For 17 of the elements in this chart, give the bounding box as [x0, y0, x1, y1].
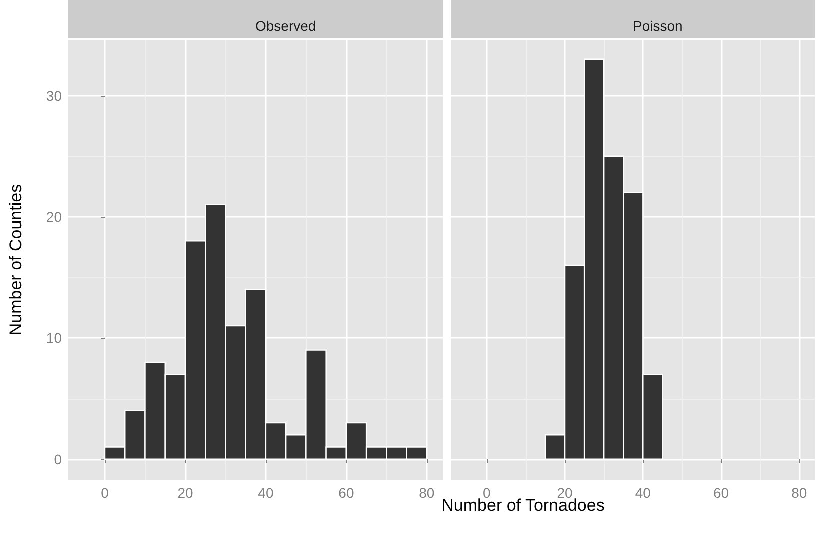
chart-title: Observed	[255, 18, 316, 34]
x-tick-label: 60	[338, 485, 354, 501]
x-tick-label: 80	[419, 485, 435, 501]
y-tick-label: 10	[46, 330, 62, 346]
x-tick-label: 0	[483, 485, 492, 501]
x-tick-label: 20	[178, 485, 194, 501]
y-tick-label: 0	[54, 451, 62, 468]
x-tick-label: 80	[792, 485, 808, 501]
x-tick-label: 40	[635, 485, 652, 501]
x-tick-label: 60	[713, 485, 730, 501]
chart-title: Poisson	[632, 18, 683, 34]
x-tick-label: 0	[101, 485, 110, 501]
y-axis-title: Number of Counties	[6, 184, 26, 336]
x-tick-label: 20	[557, 485, 574, 501]
x-tick-label: 40	[258, 485, 274, 501]
y-tick-label: 20	[46, 208, 62, 225]
y-tick-label: 30	[46, 88, 62, 104]
